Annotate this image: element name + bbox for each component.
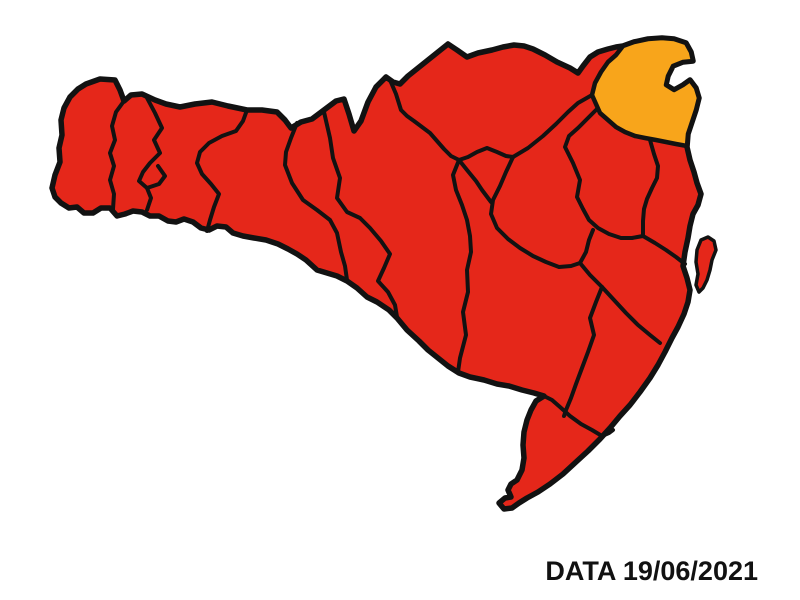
region-northeast-highlight xyxy=(589,35,702,149)
region-border-line xyxy=(641,234,687,266)
region-border-line xyxy=(283,121,349,282)
region-border-line xyxy=(322,110,399,319)
region-border-line xyxy=(195,108,249,233)
region-border-line xyxy=(145,186,153,212)
region-border-line xyxy=(542,394,615,438)
map-shapes xyxy=(49,35,718,512)
region-border-line xyxy=(562,285,604,418)
region-borders xyxy=(108,78,687,438)
region-border-line xyxy=(563,107,645,240)
region-border-line xyxy=(489,155,582,269)
region-border-line xyxy=(108,99,126,211)
state-outline-region-base xyxy=(49,35,704,512)
region-border-line xyxy=(511,93,594,159)
date-caption: DATA 19/06/2021 xyxy=(545,556,758,586)
region-border-line xyxy=(388,78,515,162)
region-border-line xyxy=(641,138,660,238)
region-border-line xyxy=(137,94,167,190)
region-border-line xyxy=(578,261,662,345)
region-border-line xyxy=(578,228,595,265)
region-border-line xyxy=(457,158,493,204)
coastal-island xyxy=(694,235,718,294)
region-border-line xyxy=(451,158,473,374)
